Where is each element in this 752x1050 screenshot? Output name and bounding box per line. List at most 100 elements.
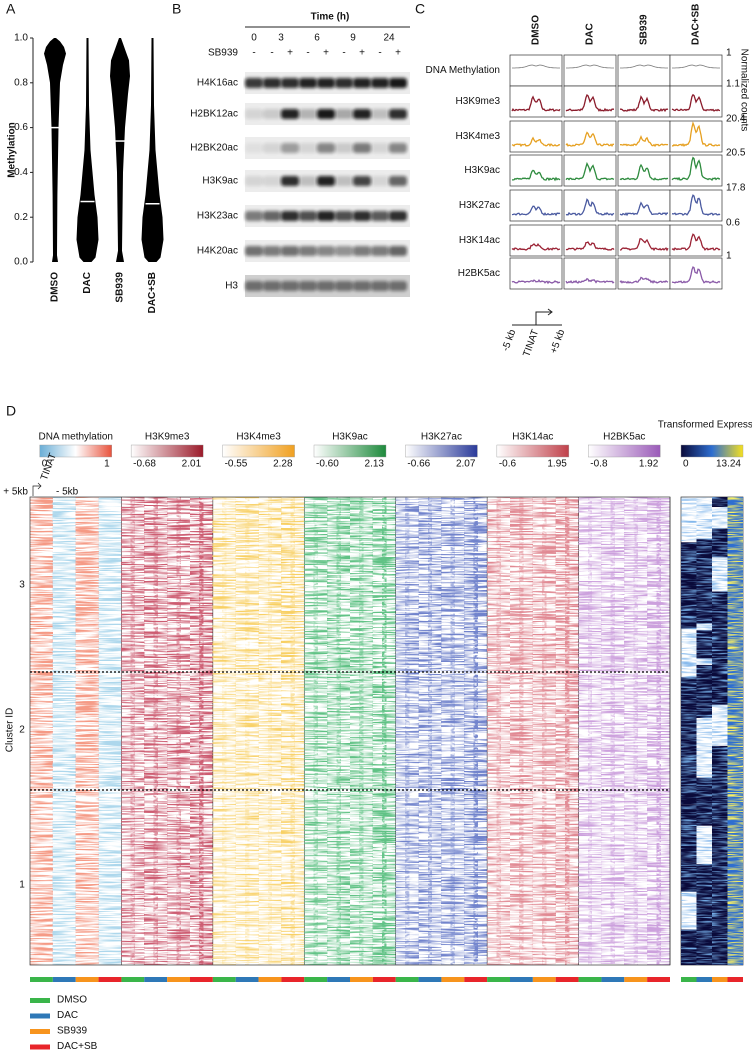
heatmap-peak [359,672,364,790]
window-label: +5 kb [548,328,567,355]
blot-band [335,78,353,88]
heatmap-peak [633,790,638,965]
blot-band [389,78,407,88]
profile-line [619,276,669,284]
treatment-strip [647,977,670,982]
time-label: 9 [350,33,356,44]
colorbar-min: -0.8 [590,459,608,470]
heatmap-peak [382,790,387,965]
heatmap-peak [428,790,432,965]
panel-label: B [172,1,181,17]
treatment-strip [304,977,328,982]
cluster-label: 3 [19,580,25,591]
group-label: SB939 [115,272,126,303]
blot-label: H4K16ac [197,78,238,89]
profile-line [565,161,615,181]
heatmap-tile [52,672,76,790]
blot-band [389,211,407,221]
cluster-axis-label: Cluster ID [5,708,16,752]
blot-band [389,281,407,291]
heatmap-peak [199,497,204,672]
column-label: SB939 [639,14,650,45]
profile-line [512,64,560,69]
colorbar-min: -0.6 [499,459,517,470]
treatment-strip [696,977,712,982]
colorbar [313,444,387,458]
expression-texture [712,497,728,965]
profile-line [672,64,720,69]
blot-band [263,281,281,291]
heatmap-peak [519,790,524,965]
blot-band [245,211,263,221]
blot-band [371,109,389,119]
row-label: H3K4me3 [456,131,501,142]
y-tick-label: 0.0 [14,257,28,268]
heatmap-peak [542,672,547,790]
profile-line [671,194,721,216]
profile-cell [509,120,563,153]
heatmap-peak [268,497,272,672]
blot-band [317,211,335,221]
heatmap-peak [382,497,387,672]
row-label: DNA Methylation [426,65,500,76]
heatmap-peak [222,672,227,790]
heatmap-tile [75,497,99,672]
heatmap-peak [290,497,295,672]
group-label: DMSO [50,272,61,302]
blot-band [317,176,335,186]
y-tick-label: 0.8 [14,77,28,88]
time-label: 0 [251,33,257,44]
heatmap-peak [313,672,318,790]
blot-band [371,246,389,256]
treatment-sign: - [270,48,273,59]
blot-band [317,281,335,291]
window-label: -5 kb [500,328,518,353]
treatment-strip [52,977,76,982]
colorbar-title: H3K4me3 [236,432,281,443]
blot-band [389,176,407,186]
profile-cell [669,154,723,187]
colorbar-title: Transformed Expression [658,420,752,431]
colorbar [680,444,744,458]
heatmap-peak [176,497,181,672]
heatmap-peak [450,497,455,672]
colorbar-max: 2.01 [182,459,202,470]
treatment-strip [555,977,579,982]
treatment-sign: - [252,48,255,59]
heatmap-tile [75,790,99,965]
treatment-strip [681,977,697,982]
blot-label: H2BK12ac [190,109,238,120]
column-label: DAC+SB [691,4,702,45]
blot-band [299,176,317,186]
colorbar [130,444,204,458]
heatmap-peak [268,672,272,790]
blot-band [371,211,389,221]
profile-cell [509,257,563,290]
heatmap-peak [313,497,318,672]
row-label: H3K9me3 [456,96,501,107]
window-label: + 5kb [3,487,28,498]
blot-band [389,109,407,119]
blot-band [335,281,353,291]
blot-band [335,176,353,186]
blot-band [335,246,353,256]
heatmap-tile [52,790,76,965]
blot-band [317,246,335,256]
profile-line [566,64,614,69]
colorbar-title: H2BK5ac [603,432,645,443]
treatment-strip [167,977,190,982]
treatment-strip [190,977,213,982]
blot-band [245,109,263,119]
blot-band [353,78,371,88]
blot-band [353,176,371,186]
colorbar-title: H3K9me3 [145,432,190,443]
profile-cell [617,189,671,222]
treatment-sign: - [378,48,381,59]
heatmap-peak [610,672,615,790]
heatmap-peak [176,790,181,965]
treatment-sign: + [287,48,293,59]
profile-line [619,238,669,252]
profile-line [511,279,561,285]
treatment-strip [281,977,305,982]
heatmap-peak [588,672,592,790]
